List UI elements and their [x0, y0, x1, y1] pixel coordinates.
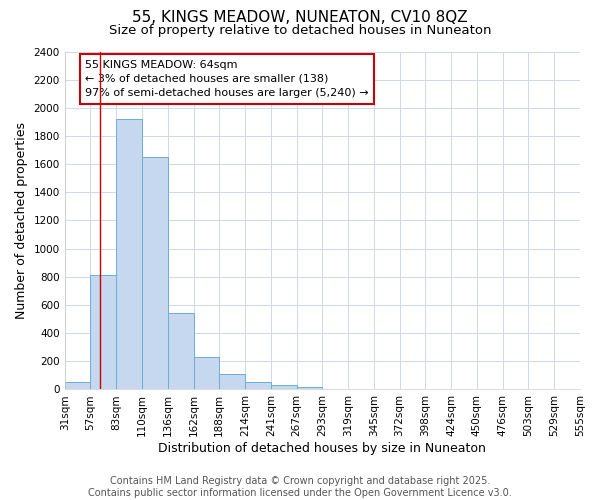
Bar: [168, 314, 193, 390]
Bar: [245, 382, 271, 390]
Bar: [142, 157, 168, 390]
Bar: [193, 357, 219, 390]
Y-axis label: Number of detached properties: Number of detached properties: [15, 122, 28, 319]
Bar: [271, 385, 296, 390]
Bar: [91, 276, 116, 390]
Text: Size of property relative to detached houses in Nuneaton: Size of property relative to detached ho…: [109, 24, 491, 37]
Text: Contains HM Land Registry data © Crown copyright and database right 2025.
Contai: Contains HM Land Registry data © Crown c…: [88, 476, 512, 498]
Text: 55, KINGS MEADOW, NUNEATON, CV10 8QZ: 55, KINGS MEADOW, NUNEATON, CV10 8QZ: [132, 10, 468, 25]
Bar: [65, 382, 91, 390]
Bar: [116, 119, 142, 390]
X-axis label: Distribution of detached houses by size in Nuneaton: Distribution of detached houses by size …: [158, 442, 486, 455]
Text: 55 KINGS MEADOW: 64sqm
← 3% of detached houses are smaller (138)
97% of semi-det: 55 KINGS MEADOW: 64sqm ← 3% of detached …: [85, 60, 369, 98]
Bar: [219, 374, 245, 390]
Bar: [296, 386, 322, 390]
